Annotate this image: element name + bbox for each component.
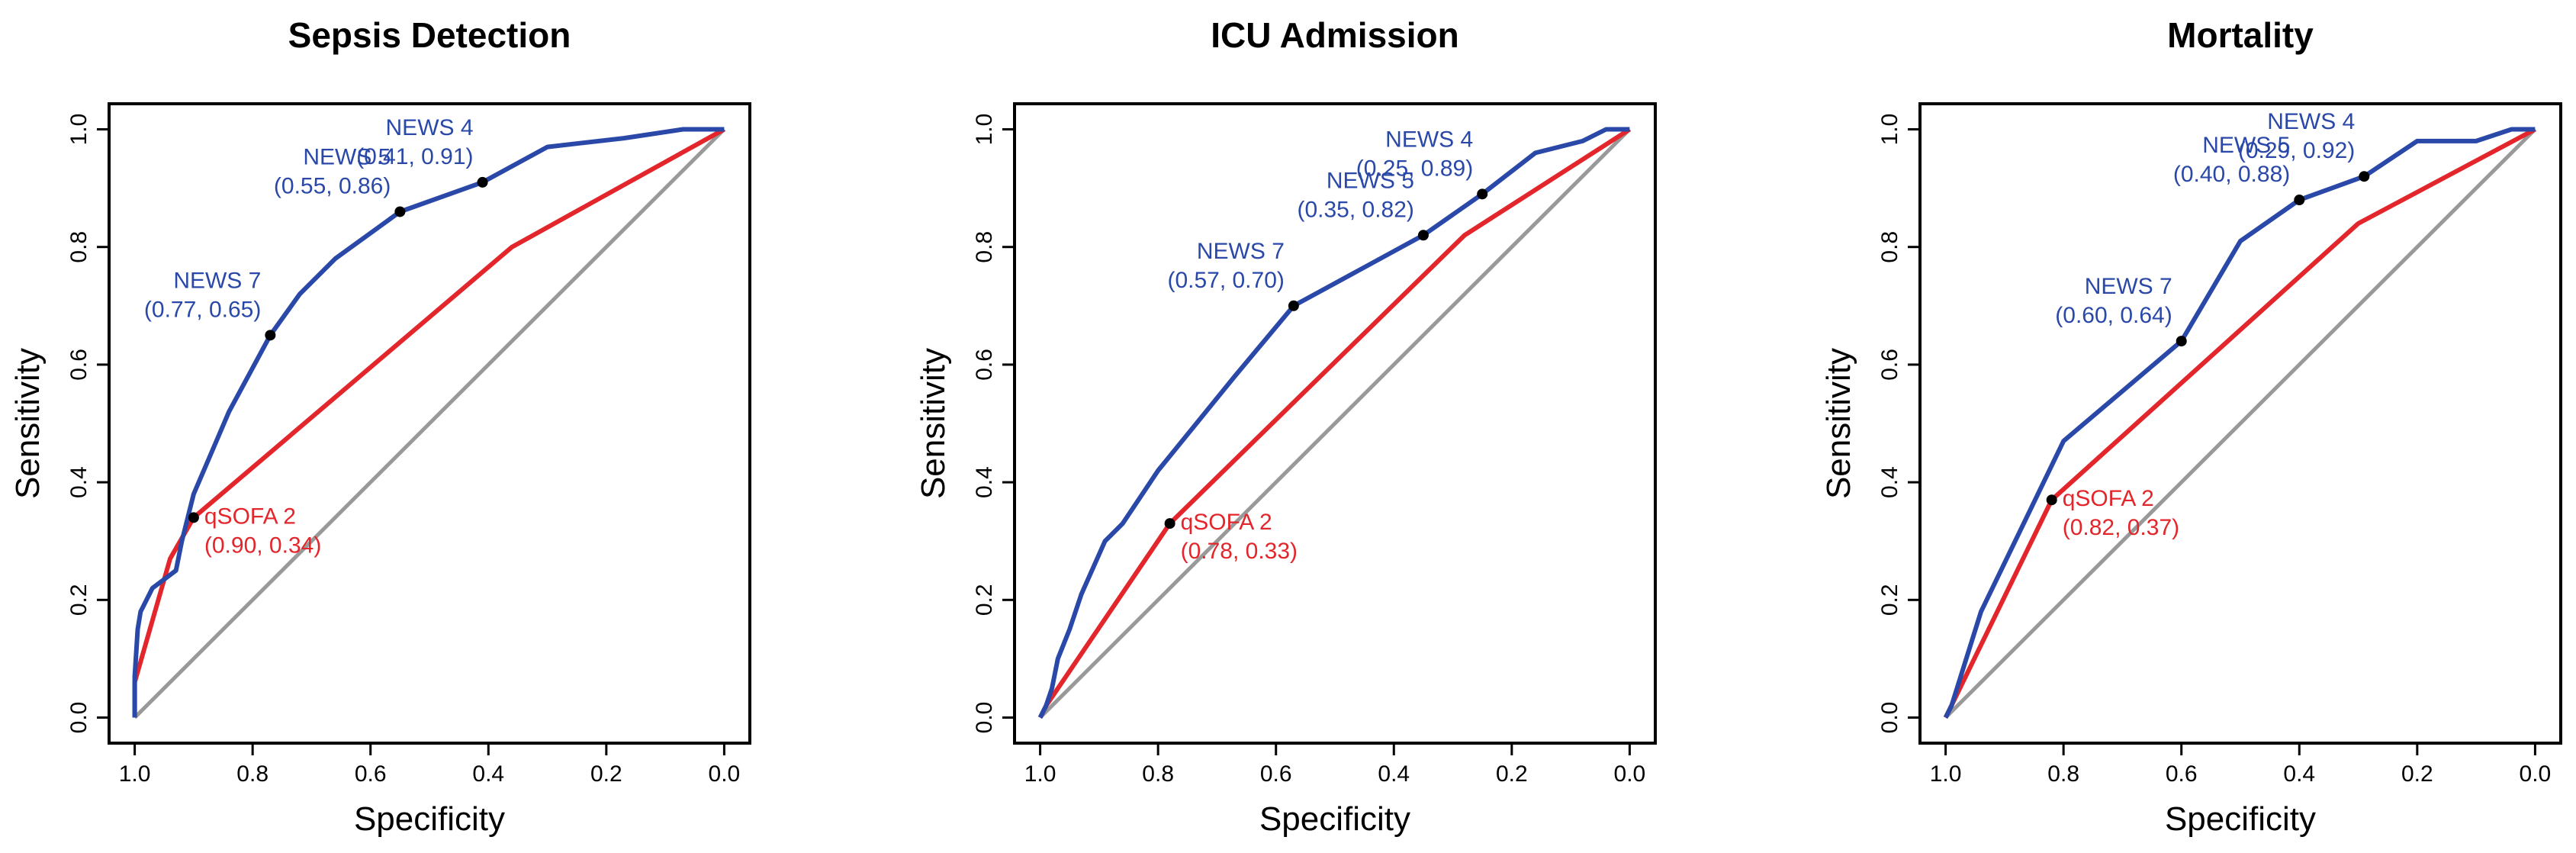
curves (1943, 127, 2537, 719)
x-axis-label: Specificity (2165, 800, 2316, 838)
reference-roc-line (133, 127, 726, 719)
x-tick-label: 0.2 (590, 761, 622, 787)
threshold-coords: (0.57, 0.70) (1167, 268, 1284, 293)
threshold-label: NEWS 4 (2267, 109, 2355, 134)
threshold-point (2359, 171, 2370, 182)
y-axis-label: Sensitivity (915, 348, 952, 499)
x-axis-label: Specificity (1259, 800, 1410, 838)
y-axis-label: Sensitivity (1820, 348, 1857, 499)
news-roc-line (1943, 127, 2536, 719)
threshold-coords: (0.35, 0.82) (1297, 197, 1413, 222)
news-roc-line (132, 127, 725, 718)
x-tick-label: 0.8 (2047, 761, 2079, 787)
threshold-coords: (0.55, 0.86) (274, 173, 391, 198)
y-tick-label: 0.4 (972, 466, 997, 498)
x-tick-label: 0.0 (2520, 761, 2552, 787)
threshold-coords: (0.29, 0.92) (2238, 138, 2355, 163)
x-tick-label: 0.8 (1142, 761, 1174, 787)
threshold-coords: (0.41, 0.91) (356, 144, 473, 169)
panel-title: ICU Admission (1211, 15, 1458, 55)
threshold-point (2294, 195, 2305, 206)
threshold-point (188, 512, 199, 523)
x-tick-label: 0.6 (355, 761, 387, 787)
x-tick-label: 0.2 (1496, 761, 1528, 787)
threshold-coords: (0.78, 0.33) (1181, 539, 1298, 564)
y-tick-label: 0.4 (66, 466, 92, 498)
threshold-label: NEWS 7 (1197, 239, 1285, 264)
panel-title: Sepsis Detection (288, 15, 571, 55)
y-tick-label: 0.0 (972, 702, 997, 734)
y-axis-label: Sensitivity (9, 348, 47, 499)
threshold-label: qSOFA 2 (2063, 486, 2154, 511)
roc-panel-3: Mortality 1.0 0.8 0.6 0.4 0.2 0.0 0.0 0.2 0.4 0.6 0… (1820, 15, 2562, 838)
threshold-point (265, 330, 276, 341)
threshold-label: qSOFA 2 (1181, 510, 1272, 535)
y-tick-label: 0.8 (972, 231, 997, 263)
threshold-coords: (0.60, 0.64) (2055, 303, 2172, 328)
threshold-point (2176, 336, 2187, 347)
x-tick-label: 0.4 (2283, 761, 2315, 787)
threshold-coords: (0.77, 0.65) (144, 297, 261, 322)
y-tick-label: 0.8 (1877, 231, 1902, 263)
threshold-label: NEWS 5 (1327, 168, 1414, 193)
roc-panel-2: ICU Admission 1.0 0.8 0.6 0.4 0.2 0.0 0.0 0.2 0.4… (915, 15, 1657, 838)
y-tick-label: 1.0 (1877, 114, 1902, 146)
x-axis-label: Specificity (354, 800, 505, 838)
x-tick-label: 1.0 (1024, 761, 1056, 787)
x-tick-label: 0.4 (1378, 761, 1410, 787)
y-tick-label: 0.6 (972, 349, 997, 381)
threshold-point (1164, 518, 1175, 530)
threshold-label: qSOFA 2 (204, 504, 296, 529)
threshold-label: NEWS 4 (1385, 127, 1473, 152)
y-tick-label: 0.6 (1877, 349, 1902, 381)
threshold-coords: (0.40, 0.88) (2173, 162, 2290, 187)
threshold-label: NEWS 4 (386, 115, 474, 140)
x-tick-label: 1.0 (119, 761, 151, 787)
y-tick-label: 0.2 (972, 584, 997, 616)
y-tick-label: 1.0 (66, 114, 92, 146)
threshold-point (1288, 300, 1299, 311)
threshold-label: NEWS 7 (173, 268, 261, 293)
x-tick-label: 0.6 (2166, 761, 2198, 787)
plot-frame (108, 102, 751, 745)
threshold-label: NEWS 5 (303, 144, 391, 169)
threshold-label: NEWS 7 (2085, 274, 2172, 299)
reference-roc-line (1944, 127, 2537, 719)
threshold-label: NEWS 5 (2202, 133, 2290, 158)
y-tick-label: 0.0 (1877, 702, 1902, 734)
y-tick-label: 0.2 (1877, 584, 1902, 616)
y-tick-label: 0.0 (66, 702, 92, 734)
x-tick-label: 0.0 (1614, 761, 1646, 787)
x-tick-label: 0.8 (236, 761, 269, 787)
plot-frame (1918, 102, 2562, 745)
threshold-point (394, 206, 406, 217)
threshold-point (477, 176, 488, 188)
x-tick-label: 0.0 (709, 761, 741, 787)
x-tick-label: 0.2 (2401, 761, 2433, 787)
threshold-point (1417, 230, 1429, 241)
panel-title: Mortality (2167, 15, 2314, 55)
x-tick-label: 1.0 (1930, 761, 1962, 787)
x-tick-label: 0.4 (472, 761, 504, 787)
y-tick-label: 0.4 (1877, 466, 1902, 498)
plot-frame (1013, 102, 1657, 745)
news-roc-line (1037, 127, 1630, 719)
curves (132, 127, 726, 719)
x-tick-label: 0.6 (1260, 761, 1292, 787)
threshold-point (2046, 494, 2057, 506)
threshold-coords: (0.90, 0.34) (204, 533, 321, 558)
reference-roc-line (1038, 127, 1632, 719)
threshold-point (1477, 188, 1488, 200)
qsofa-roc-line (1943, 127, 2536, 719)
y-tick-label: 0.2 (66, 584, 92, 616)
y-tick-label: 0.6 (66, 349, 92, 381)
y-tick-label: 1.0 (972, 114, 997, 146)
threshold-coords: (0.82, 0.37) (2063, 515, 2179, 540)
y-tick-label: 0.8 (66, 231, 92, 263)
roc-panel-1: Sepsis Detection 1.0 0.8 0.6 0.4 0.2 0.0 0.0 0.2… (9, 15, 751, 838)
threshold-coords: (0.25, 0.89) (1356, 156, 1473, 181)
